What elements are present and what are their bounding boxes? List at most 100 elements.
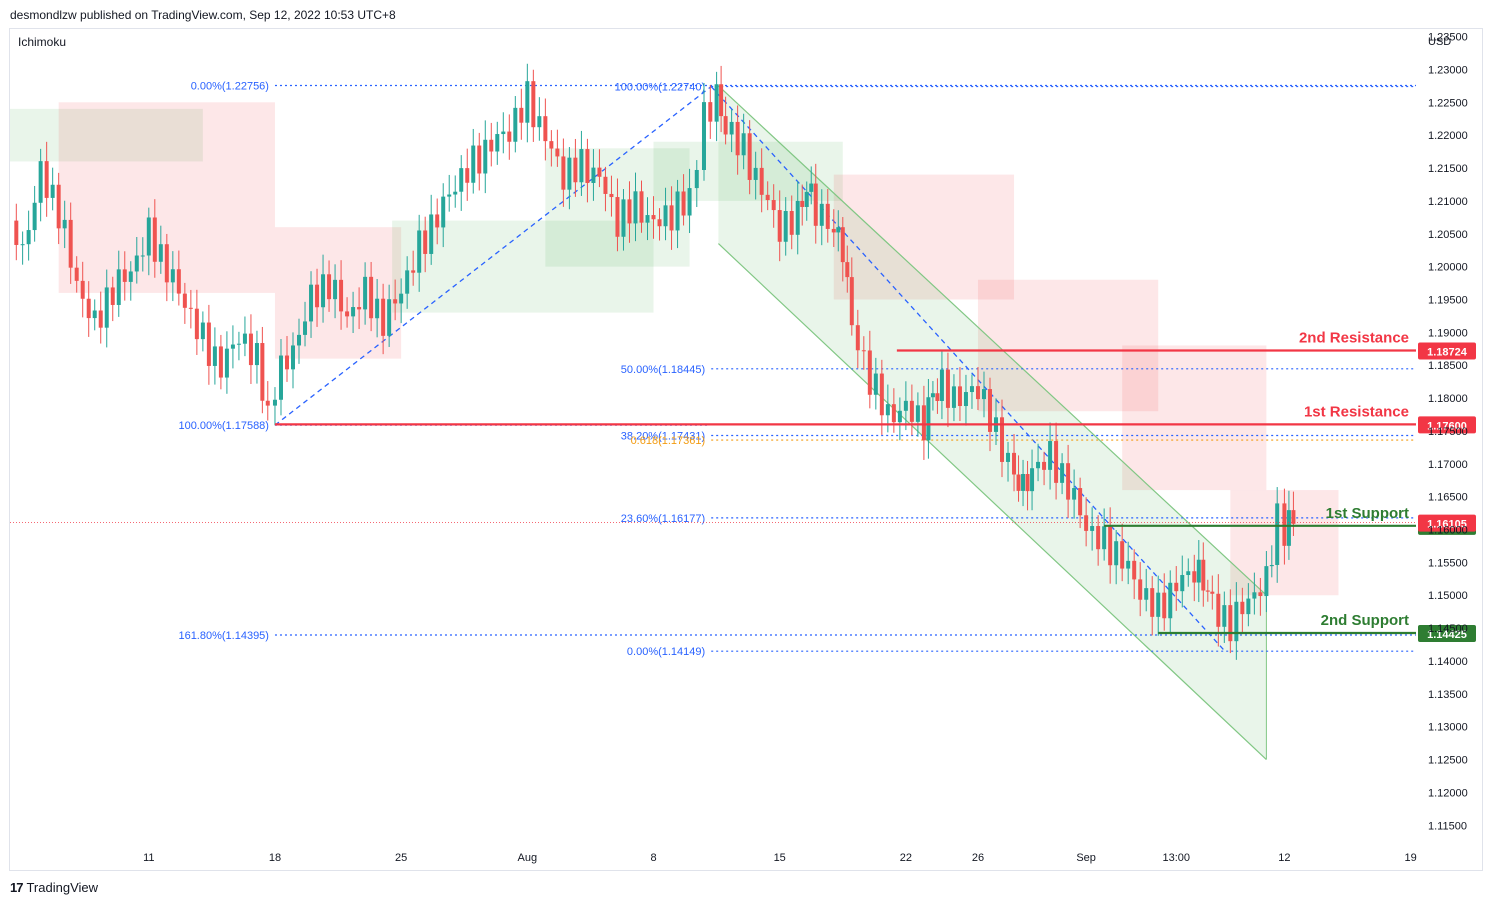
candle-body[interactable] <box>561 156 566 190</box>
candle-body[interactable] <box>513 107 518 142</box>
candle-body[interactable] <box>783 210 788 242</box>
candle-body[interactable] <box>1196 559 1201 583</box>
candle-body[interactable] <box>501 131 506 135</box>
candle-body[interactable] <box>471 145 476 183</box>
candle-body[interactable] <box>1060 463 1065 483</box>
candle-body[interactable] <box>591 167 596 183</box>
channel-upper-line[interactable] <box>717 85 1267 596</box>
candle-body[interactable] <box>675 191 680 231</box>
candle-body[interactable] <box>945 369 950 408</box>
candle-body[interactable] <box>1048 441 1053 470</box>
candle-body[interactable] <box>759 167 764 195</box>
candle-body[interactable] <box>1000 417 1005 462</box>
candle-body[interactable] <box>694 169 699 189</box>
candle-body[interactable] <box>897 410 902 423</box>
candle-body[interactable] <box>477 145 482 174</box>
candle-body[interactable] <box>411 270 416 273</box>
candle-body[interactable] <box>537 116 542 128</box>
candle-body[interactable] <box>206 322 211 366</box>
candle-body[interactable] <box>1168 582 1173 619</box>
candle-body[interactable] <box>723 116 728 135</box>
candle-body[interactable] <box>128 271 133 282</box>
candle-body[interactable] <box>1030 468 1035 492</box>
candle-body[interactable] <box>242 333 247 344</box>
candle-body[interactable] <box>1108 526 1113 566</box>
candle-body[interactable] <box>152 217 157 262</box>
candle-body[interactable] <box>573 157 578 183</box>
candle-body[interactable] <box>849 277 854 326</box>
candle-body[interactable] <box>651 215 656 220</box>
candle-body[interactable] <box>747 133 752 180</box>
candle-body[interactable] <box>1216 593 1221 627</box>
candle-body[interactable] <box>909 400 914 422</box>
candle-body[interactable] <box>122 269 127 282</box>
candle-body[interactable] <box>777 210 782 242</box>
candle-body[interactable] <box>315 284 320 308</box>
candle-body[interactable] <box>465 168 470 183</box>
candle-body[interactable] <box>393 299 398 304</box>
candle-body[interactable] <box>405 270 410 294</box>
candle-body[interactable] <box>861 350 866 352</box>
candle-body[interactable] <box>795 200 800 235</box>
candle-body[interactable] <box>975 386 980 400</box>
candle-body[interactable] <box>1210 591 1215 594</box>
candle-body[interactable] <box>939 369 944 401</box>
candle-body[interactable] <box>1021 474 1026 491</box>
candle-body[interactable] <box>840 227 845 263</box>
candle-body[interactable] <box>363 276 368 310</box>
candle-body[interactable] <box>1072 488 1077 500</box>
candle-body[interactable] <box>417 230 422 273</box>
candle-body[interactable] <box>1162 592 1167 619</box>
candle-body[interactable] <box>735 121 740 156</box>
candle-body[interactable] <box>333 279 338 300</box>
candle-body[interactable] <box>609 193 614 198</box>
candle-body[interactable] <box>399 293 404 304</box>
candle-body[interactable] <box>423 230 428 254</box>
candle-body[interactable] <box>567 157 572 190</box>
candle-body[interactable] <box>375 298 380 319</box>
candle-body[interactable] <box>809 183 814 192</box>
candle-body[interactable] <box>459 168 464 192</box>
candle-body[interactable] <box>867 350 872 395</box>
candle-body[interactable] <box>1102 526 1107 550</box>
candle-body[interactable] <box>248 333 253 366</box>
candle-body[interactable] <box>963 392 968 407</box>
candle-body[interactable] <box>182 293 187 308</box>
candle-body[interactable] <box>603 176 608 194</box>
candle-body[interactable] <box>1258 592 1263 597</box>
candle-body[interactable] <box>297 334 302 346</box>
candle-body[interactable] <box>224 348 229 378</box>
candle-body[interactable] <box>855 325 860 351</box>
candle-body[interactable] <box>104 287 109 328</box>
candle-body[interactable] <box>597 167 602 177</box>
candle-body[interactable] <box>804 191 809 207</box>
candle-body[interactable] <box>68 219 73 268</box>
candle-body[interactable] <box>44 161 49 198</box>
candle-body[interactable] <box>80 280 85 299</box>
candle-body[interactable] <box>1291 510 1296 524</box>
candle-body[interactable] <box>1240 601 1245 615</box>
candle-body[interactable] <box>38 161 43 203</box>
candle-body[interactable] <box>708 102 713 122</box>
candle-body[interactable] <box>639 191 644 223</box>
candle-body[interactable] <box>1156 592 1161 617</box>
candle-body[interactable] <box>885 404 890 416</box>
candle-body[interactable] <box>1282 503 1287 546</box>
candle-body[interactable] <box>579 149 584 183</box>
candle-body[interactable] <box>549 141 554 149</box>
candle-body[interactable] <box>429 214 434 254</box>
fib-trend-up[interactable] <box>274 86 712 426</box>
candle-body[interactable] <box>1025 474 1030 492</box>
candle-body[interactable] <box>714 84 719 122</box>
candle-body[interactable] <box>1286 510 1291 546</box>
candle-body[interactable] <box>915 405 920 422</box>
candle-body[interactable] <box>483 139 488 174</box>
candle-body[interactable] <box>236 343 241 345</box>
candle-body[interactable] <box>879 373 884 416</box>
candle-body[interactable] <box>1150 588 1155 617</box>
candle-body[interactable] <box>1174 582 1179 592</box>
candle-body[interactable] <box>1144 588 1149 600</box>
candle-body[interactable] <box>525 81 530 123</box>
candle-body[interactable] <box>1096 526 1101 550</box>
